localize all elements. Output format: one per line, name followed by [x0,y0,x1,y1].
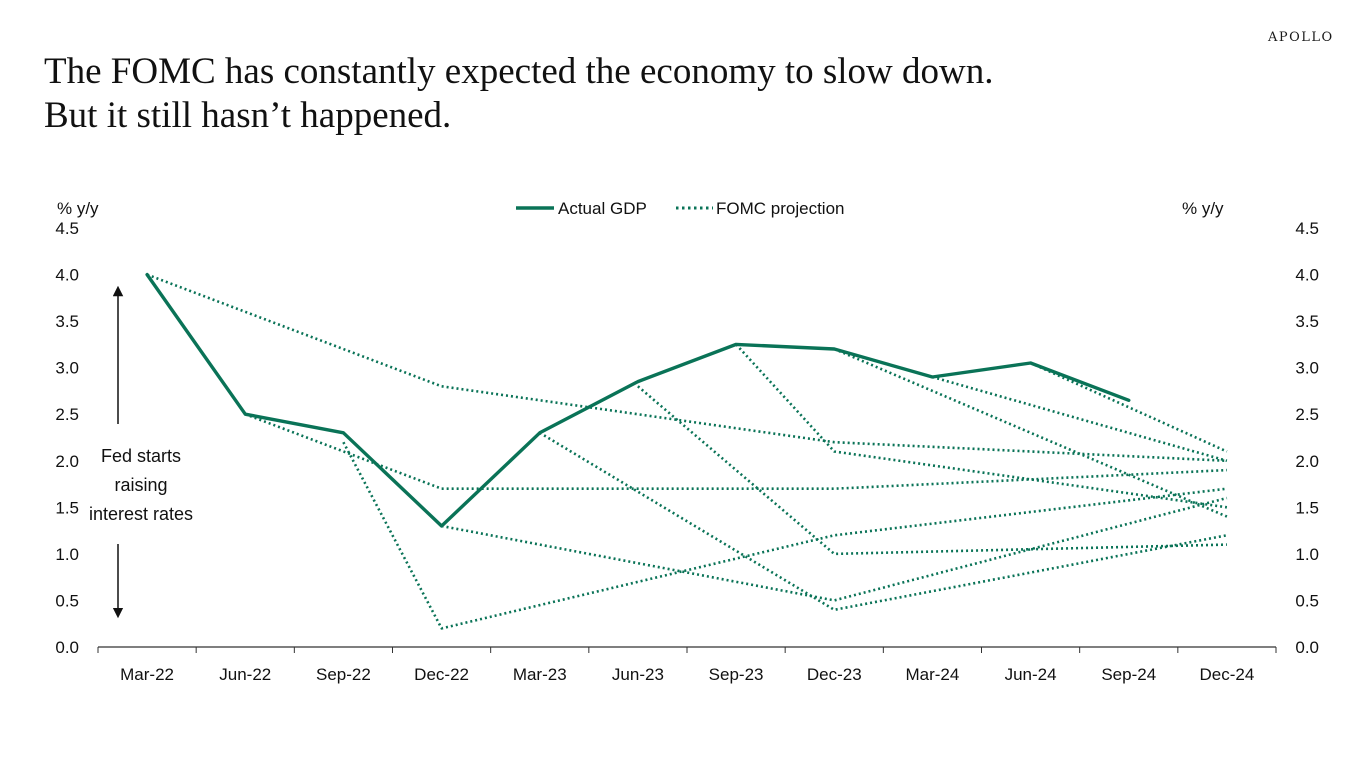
y-tick-label-right: 3.5 [1295,312,1319,331]
y-tick-label-left: 0.0 [55,638,79,657]
x-tick-label: Jun-22 [219,665,271,684]
axes: Mar-22 Jun-22 Sep-22 Dec-22 Mar-23 Jun-23 Sep-… [55,219,1319,684]
series-layer [145,272,1228,630]
title-line-1: The FOMC has constantly expected the eco… [44,51,994,92]
fomc-projection-line [539,431,1228,612]
legend: Actual GDP FOMC projection [516,199,844,218]
legend-label-actual-gdp: Actual GDP [558,199,647,218]
y-tick-label-right: 0.5 [1295,591,1319,610]
x-tick-label: Dec-23 [807,665,862,684]
y-tick-label-left: 1.5 [55,498,79,517]
legend-label-fomc-projection: FOMC projection [716,199,844,218]
annotation: Fed starts raising interest rates [89,285,193,619]
x-tick-label: Sep-22 [316,665,371,684]
fomc-projection-line [342,441,1228,630]
page-title: The FOMC has constantly expected the eco… [44,50,994,138]
x-tick-label: Dec-22 [414,665,469,684]
x-tick-label: Mar-23 [513,665,567,684]
y-tick-label-right: 4.5 [1295,219,1319,238]
right-axis-unit: % y/y [1182,199,1224,218]
title-line-2: But it still hasn’t happened. [44,95,452,136]
y-tick-label-left: 3.0 [55,359,79,378]
y-tick-label-left: 3.5 [55,312,79,331]
fomc-projection-line [833,347,1228,518]
brand-logo: APOLLO [1268,30,1334,45]
fomc-projection-line [244,412,1227,491]
fomc-projection-line [932,375,1228,463]
annotation-line-2: raising [114,475,167,495]
y-tick-label-right: 0.0 [1295,638,1319,657]
y-tick-label-right: 4.0 [1295,266,1319,285]
annotation-line-3: interest rates [89,504,193,524]
x-tick-label: Sep-24 [1101,665,1156,684]
fomc-projection-line [441,496,1228,602]
left-axis-unit: % y/y [57,199,99,218]
y-tick-label-right: 2.0 [1295,452,1319,471]
y-tick-label-right: 1.5 [1295,498,1319,517]
annotation-line-1: Fed starts [101,446,181,466]
y-tick-label-left: 0.5 [55,591,79,610]
fomc-projection-line [1030,361,1228,453]
x-tick-label: Dec-24 [1200,665,1255,684]
fomc-projection-line [146,273,1227,463]
y-tick-label-left: 2.0 [55,452,79,471]
actual-gdp-line [145,272,1131,528]
y-tick-label-left: 2.5 [55,405,79,424]
x-tick-label: Mar-22 [120,665,174,684]
fomc-projection-line [735,343,1228,509]
x-tick-label: Sep-23 [709,665,764,684]
y-tick-label-right: 3.0 [1295,359,1319,378]
x-tick-label: Jun-23 [612,665,664,684]
x-tick-label: Mar-24 [905,665,959,684]
y-tick-label-right: 2.5 [1295,405,1319,424]
fomc-projection-line [637,385,1227,556]
y-tick-label-right: 1.0 [1295,545,1319,564]
y-tick-label-left: 4.0 [55,266,79,285]
y-tick-label-left: 1.0 [55,545,79,564]
y-tick-label-left: 4.5 [55,219,79,238]
x-tick-label: Jun-24 [1005,665,1057,684]
